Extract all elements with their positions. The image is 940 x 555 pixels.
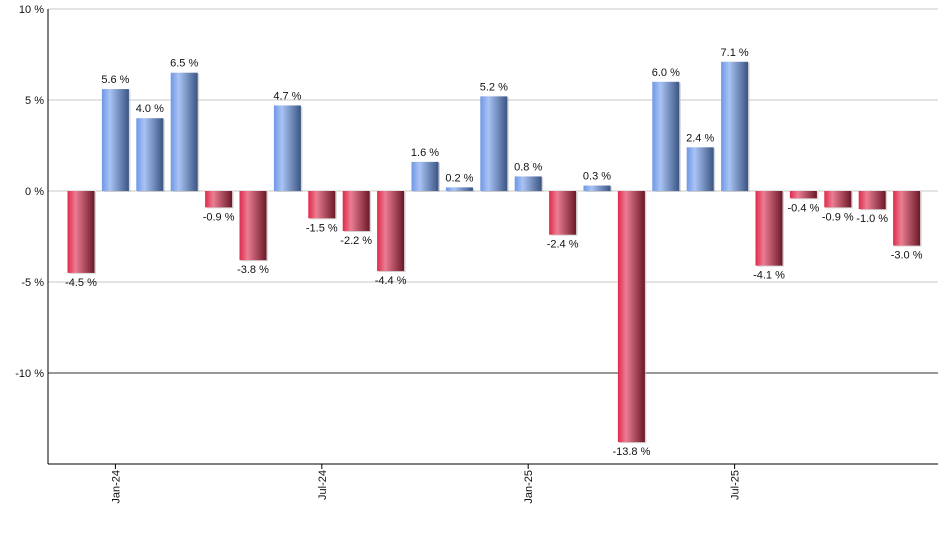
data-label: -0.4 %: [788, 202, 820, 214]
bar: [136, 118, 164, 191]
data-label: -3.8 %: [237, 264, 269, 276]
data-label: -2.4 %: [547, 239, 579, 251]
bar: [652, 81, 680, 191]
data-label: 1.6 %: [411, 147, 439, 159]
x-tick-label: Jul-25: [730, 470, 742, 500]
data-label: -4.4 %: [375, 275, 407, 287]
data-label: 0.2 %: [445, 172, 473, 184]
data-label: -4.1 %: [753, 270, 785, 282]
bar: [549, 191, 577, 235]
data-label: -13.8 %: [612, 446, 650, 458]
bar: [686, 147, 714, 191]
data-label: -0.9 %: [822, 211, 854, 223]
data-label: -1.0 %: [856, 213, 888, 225]
data-label: 4.0 %: [136, 103, 164, 115]
bar: [445, 187, 473, 191]
data-label: 0.3 %: [583, 171, 611, 183]
data-label: -4.5 %: [65, 277, 97, 289]
bar: [617, 191, 645, 443]
bar: [273, 105, 301, 191]
bar: [893, 191, 921, 246]
bar: [514, 176, 542, 191]
bar: [377, 191, 405, 272]
x-tick-label: Jan-25: [523, 470, 535, 504]
data-label: -0.9 %: [203, 211, 235, 223]
bar: [411, 161, 439, 191]
bar: [239, 191, 267, 261]
data-label: 6.5 %: [170, 58, 198, 70]
bar: [308, 191, 336, 219]
bar: [101, 89, 129, 191]
x-tick-label: Jan-24: [110, 470, 122, 504]
bar: [755, 191, 783, 266]
y-tick-label: 10 %: [19, 4, 44, 16]
y-tick-label: -5 %: [21, 277, 44, 289]
bar: [858, 191, 886, 210]
bar: [480, 96, 508, 191]
data-label: 5.2 %: [480, 81, 508, 93]
bar: [170, 72, 198, 191]
bar: [583, 185, 611, 191]
data-label: -2.2 %: [340, 235, 372, 247]
y-tick-label: 5 %: [25, 95, 44, 107]
data-label: 2.4 %: [686, 132, 714, 144]
y-tick-label: 0 %: [25, 186, 44, 198]
bar: [205, 191, 233, 208]
data-label: 6.0 %: [652, 67, 680, 79]
bar: [67, 191, 95, 273]
data-label: 4.7 %: [273, 90, 301, 102]
y-tick-label: -10 %: [15, 368, 44, 380]
bar: [721, 61, 749, 191]
data-label: 0.8 %: [514, 161, 542, 173]
data-label: -1.5 %: [306, 222, 338, 234]
bar: [342, 191, 370, 232]
bar: [824, 191, 852, 208]
bar: [789, 191, 817, 199]
data-label: 7.1 %: [721, 47, 749, 59]
data-label: -3.0 %: [891, 250, 923, 262]
data-label: 5.6 %: [101, 74, 129, 86]
x-tick-label: Jul-24: [317, 470, 329, 500]
